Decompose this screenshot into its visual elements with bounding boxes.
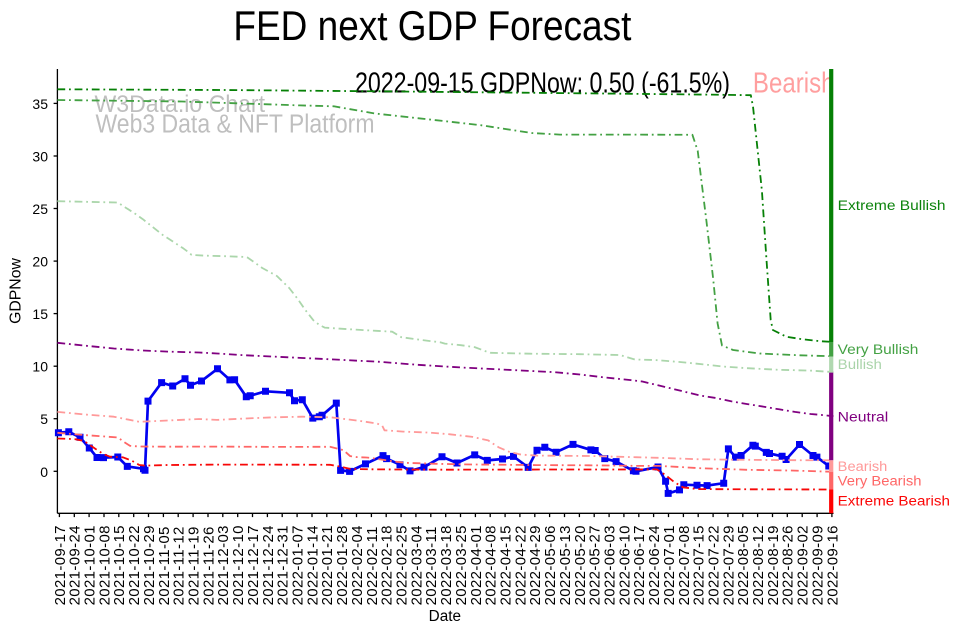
svg-text:2022-03-18: 2022-03-18 xyxy=(438,525,455,605)
svg-text:2022-09-16: 2022-09-16 xyxy=(824,525,841,605)
svg-text:2022-05-20: 2022-05-20 xyxy=(572,525,589,605)
svg-text:30: 30 xyxy=(32,149,48,165)
svg-text:FED next GDP Forecast: FED next GDP Forecast xyxy=(233,2,631,49)
svg-text:2022-09-15 GDPNow: 0.50 (-61.5: 2022-09-15 GDPNow: 0.50 (-61.5%) xyxy=(355,67,730,99)
svg-text:2022-07-29: 2022-07-29 xyxy=(720,525,737,605)
svg-text:2022-06-17: 2022-06-17 xyxy=(631,525,648,605)
svg-text:2022-04-08: 2022-04-08 xyxy=(483,525,500,605)
svg-text:2022-07-15: 2022-07-15 xyxy=(691,525,708,605)
svg-text:Bearish: Bearish xyxy=(838,459,888,475)
svg-text:20: 20 xyxy=(32,254,48,270)
svg-text:2022-08-12: 2022-08-12 xyxy=(750,525,767,605)
svg-text:2022-09-02: 2022-09-02 xyxy=(795,525,812,605)
svg-text:2022-01-21: 2022-01-21 xyxy=(319,525,336,605)
svg-text:0: 0 xyxy=(40,464,48,480)
svg-text:2022-05-06: 2022-05-06 xyxy=(542,525,559,605)
svg-text:2021-10-08: 2021-10-08 xyxy=(96,525,113,605)
svg-text:2021-10-29: 2021-10-29 xyxy=(141,525,158,605)
svg-text:2022-03-11: 2022-03-11 xyxy=(423,526,440,605)
svg-text:Very Bearish: Very Bearish xyxy=(838,473,922,489)
svg-text:Web3 Data & NFT Platform: Web3 Data & NFT Platform xyxy=(96,111,375,139)
svg-text:2022-03-25: 2022-03-25 xyxy=(453,525,470,605)
svg-text:Date: Date xyxy=(429,608,461,625)
svg-text:2021-11-12: 2021-11-12 xyxy=(171,526,188,605)
svg-text:2021-11-05: 2021-11-05 xyxy=(156,526,173,605)
svg-text:2022-06-24: 2022-06-24 xyxy=(646,525,663,605)
svg-text:25: 25 xyxy=(32,201,48,217)
svg-text:2022-04-15: 2022-04-15 xyxy=(498,525,515,605)
svg-text:2021-12-24: 2021-12-24 xyxy=(260,525,277,605)
svg-text:Extreme Bearish: Extreme Bearish xyxy=(838,494,950,510)
svg-text:2022-07-01: 2022-07-01 xyxy=(661,525,678,605)
svg-text:2021-12-17: 2021-12-17 xyxy=(245,525,262,605)
svg-text:Bearish: Bearish xyxy=(753,67,835,99)
svg-text:Very Bullish: Very Bullish xyxy=(838,342,919,358)
svg-text:2022-04-01: 2022-04-01 xyxy=(468,525,485,605)
svg-text:2021-11-26: 2021-11-26 xyxy=(200,526,217,605)
svg-text:2022-01-14: 2022-01-14 xyxy=(304,525,321,605)
svg-text:2021-10-22: 2021-10-22 xyxy=(126,525,143,605)
svg-text:2021-09-24: 2021-09-24 xyxy=(67,525,84,605)
svg-text:2021-10-15: 2021-10-15 xyxy=(111,525,128,605)
svg-text:2022-04-29: 2022-04-29 xyxy=(527,525,544,605)
svg-text:2022-09-09: 2022-09-09 xyxy=(810,525,827,605)
svg-text:W3Data.io Chart: W3Data.io Chart xyxy=(95,91,266,118)
svg-text:2022-05-13: 2022-05-13 xyxy=(557,525,574,605)
svg-text:Neutral: Neutral xyxy=(838,410,889,426)
svg-text:2021-09-17: 2021-09-17 xyxy=(52,525,69,605)
svg-text:Extreme Bullish: Extreme Bullish xyxy=(838,198,946,214)
svg-text:2022-07-22: 2022-07-22 xyxy=(706,525,723,605)
svg-text:15: 15 xyxy=(32,306,48,322)
svg-text:2021-12-31: 2021-12-31 xyxy=(275,525,292,605)
svg-text:2022-06-10: 2022-06-10 xyxy=(616,525,633,605)
svg-text:5: 5 xyxy=(40,411,48,427)
svg-text:2021-10-01: 2021-10-01 xyxy=(82,525,99,605)
svg-text:35: 35 xyxy=(32,96,48,112)
svg-text:2022-04-22: 2022-04-22 xyxy=(512,525,529,605)
svg-text:2022-01-28: 2022-01-28 xyxy=(334,525,351,605)
svg-text:2022-07-08: 2022-07-08 xyxy=(676,525,693,605)
svg-text:2022-02-18: 2022-02-18 xyxy=(379,525,396,605)
svg-text:Bullish: Bullish xyxy=(838,357,882,373)
svg-text:2022-05-27: 2022-05-27 xyxy=(587,525,604,605)
svg-text:2022-02-11: 2022-02-11 xyxy=(364,526,381,605)
svg-text:2022-01-07: 2022-01-07 xyxy=(290,525,307,605)
svg-text:2022-06-03: 2022-06-03 xyxy=(602,525,619,605)
svg-text:2022-02-04: 2022-02-04 xyxy=(349,525,366,605)
svg-text:2022-08-05: 2022-08-05 xyxy=(735,525,752,605)
svg-text:2022-08-19: 2022-08-19 xyxy=(765,525,782,605)
svg-text:2022-03-04: 2022-03-04 xyxy=(408,525,425,605)
svg-text:2022-08-26: 2022-08-26 xyxy=(780,525,797,605)
svg-text:2021-12-10: 2021-12-10 xyxy=(230,525,247,605)
svg-text:2021-11-19: 2021-11-19 xyxy=(186,526,203,605)
svg-text:2022-02-25: 2022-02-25 xyxy=(394,525,411,605)
svg-text:GDPNow: GDPNow xyxy=(8,257,25,323)
svg-text:10: 10 xyxy=(32,359,48,375)
svg-text:2021-12-03: 2021-12-03 xyxy=(215,525,232,605)
